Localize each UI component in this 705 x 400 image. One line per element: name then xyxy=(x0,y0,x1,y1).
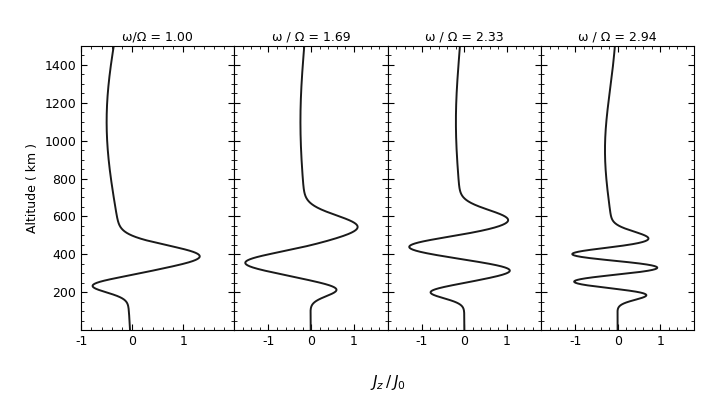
Y-axis label: Altitude ( km ): Altitude ( km ) xyxy=(26,143,39,233)
Title: ω / Ω = 2.94: ω / Ω = 2.94 xyxy=(578,30,657,44)
Title: ω/Ω = 1.00: ω/Ω = 1.00 xyxy=(122,30,193,44)
Text: $J_z\,/\,J_0$: $J_z\,/\,J_0$ xyxy=(370,373,405,392)
Title: ω / Ω = 1.69: ω / Ω = 1.69 xyxy=(271,30,350,44)
Title: ω / Ω = 2.33: ω / Ω = 2.33 xyxy=(425,30,504,44)
